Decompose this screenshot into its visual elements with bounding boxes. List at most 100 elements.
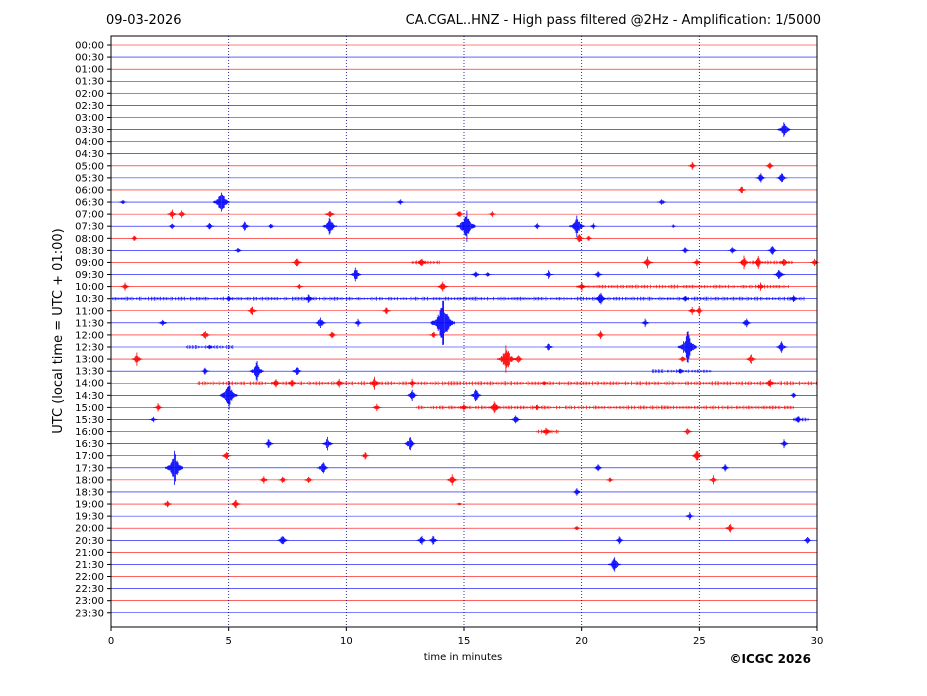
seismic-event-46 xyxy=(120,282,130,291)
vertical-grid xyxy=(228,36,700,627)
y-tick-label: 23:30 xyxy=(75,608,104,619)
seismic-event-57 xyxy=(381,307,392,315)
y-tick-label: 09:00 xyxy=(75,258,104,269)
seismic-event-30 xyxy=(727,247,738,254)
y-tick-label: 08:00 xyxy=(75,234,104,245)
seismic-event-126 xyxy=(572,526,582,531)
seismic-event-36 xyxy=(738,255,750,270)
noise-band-7 xyxy=(416,405,794,410)
y-tick-label: 18:00 xyxy=(75,475,104,486)
seismic-event-7 xyxy=(213,192,230,212)
seismic-event-114 xyxy=(720,464,730,472)
seismic-event-13 xyxy=(454,211,465,217)
seismic-event-78 xyxy=(745,354,757,364)
seismic-event-64 xyxy=(640,318,650,328)
seismic-event-123 xyxy=(230,499,241,509)
seismic-event-125 xyxy=(684,512,695,521)
plot-frame xyxy=(110,35,818,628)
seismic-event-69 xyxy=(595,330,606,339)
y-tick-label: 21:30 xyxy=(75,560,104,571)
seismic-event-74 xyxy=(131,352,143,366)
seismic-event-110 xyxy=(691,450,703,461)
y-tick-label: 02:00 xyxy=(75,89,104,100)
seismic-event-47 xyxy=(294,284,304,290)
seismic-event-91 xyxy=(406,389,418,401)
y-tick-label: 15:30 xyxy=(75,415,104,426)
y-tick-label: 10:30 xyxy=(75,294,104,305)
seismic-event-60 xyxy=(157,319,168,326)
seismic-event-71 xyxy=(543,343,554,351)
y-tick-label: 20:00 xyxy=(75,524,104,535)
chart-title: CA.CGAL..HNZ - High pass filtered @2Hz -… xyxy=(406,13,821,28)
seismic-event-56 xyxy=(246,306,258,315)
y-tick-label: 19:30 xyxy=(75,512,104,523)
seismic-events xyxy=(110,122,820,572)
seismic-event-129 xyxy=(416,535,427,545)
seismic-event-53 xyxy=(594,292,606,305)
seismic-event-73 xyxy=(775,341,788,353)
seismic-event-106 xyxy=(403,437,416,451)
x-axis: 0 5 10 15 20 25 30 xyxy=(108,627,824,647)
y-tick-label: 06:30 xyxy=(75,198,104,209)
seismic-event-94 xyxy=(153,403,163,412)
seismic-event-98 xyxy=(532,404,542,411)
seismic-event-45 xyxy=(773,270,786,279)
seismic-event-128 xyxy=(277,536,289,545)
x-tick-label: 0 xyxy=(108,636,114,647)
seismic-event-105 xyxy=(321,436,334,451)
seismic-event-113 xyxy=(593,464,603,472)
seismic-event-21 xyxy=(532,223,542,230)
y-tick-label: 19:00 xyxy=(75,500,104,511)
seismic-event-1 xyxy=(687,161,698,170)
y-tick-label: 05:00 xyxy=(75,161,104,172)
y-tick-label: 03:00 xyxy=(75,113,104,124)
seismic-event-20 xyxy=(456,210,476,242)
seismic-event-67 xyxy=(327,331,337,339)
seismic-event-83 xyxy=(270,379,281,388)
y-tick-label: 07:30 xyxy=(75,222,104,233)
seismic-event-55 xyxy=(788,295,799,302)
seismic-event-32 xyxy=(291,258,303,267)
seismic-event-37 xyxy=(752,255,764,269)
seismic-event-97 xyxy=(488,401,500,414)
seismic-event-35 xyxy=(692,258,702,267)
seismic-event-41 xyxy=(470,271,481,278)
seismic-event-124 xyxy=(455,502,464,506)
seismic-event-14 xyxy=(487,211,497,217)
x-tick-label: 30 xyxy=(811,636,824,647)
y-tick-label: 14:30 xyxy=(75,391,104,402)
seismic-event-81 xyxy=(291,367,303,375)
y-tick-label: 13:00 xyxy=(75,355,104,366)
seismic-event-92 xyxy=(469,389,482,402)
seismic-event-12 xyxy=(324,211,336,217)
x-tick-label: 20 xyxy=(575,636,588,647)
y-tick-labels: 00:0000:3001:0001:3002:0002:3003:0003:30… xyxy=(75,41,111,619)
seismic-event-44 xyxy=(593,271,603,278)
seismic-event-130 xyxy=(428,535,439,545)
seismic-event-121 xyxy=(572,488,582,496)
seismic-event-89 xyxy=(764,379,776,388)
seismic-event-82 xyxy=(675,368,685,374)
y-tick-label: 05:30 xyxy=(75,173,104,184)
seismic-event-104 xyxy=(263,439,274,448)
x-tick-label: 5 xyxy=(225,636,231,647)
seismic-event-23 xyxy=(588,223,598,230)
seismic-event-31 xyxy=(766,246,778,255)
seismic-event-118 xyxy=(446,474,458,486)
seismic-event-93 xyxy=(788,392,798,398)
y-tick-label: 10:00 xyxy=(75,282,104,293)
seismic-event-84 xyxy=(287,379,297,387)
y-tick-label: 15:00 xyxy=(75,403,104,414)
seismic-event-77 xyxy=(677,356,688,362)
seismic-event-2 xyxy=(764,162,775,170)
seismic-event-72 xyxy=(677,331,697,363)
seismic-event-24 xyxy=(669,224,678,228)
seismic-event-25 xyxy=(129,235,139,241)
x-axis-label: time in minutes xyxy=(424,652,503,663)
y-tick-label: 04:30 xyxy=(75,149,104,160)
seismic-event-61 xyxy=(314,317,327,328)
seismic-event-27 xyxy=(584,235,593,241)
seismic-event-100 xyxy=(510,415,522,424)
y-tick-label: 11:00 xyxy=(75,306,104,317)
